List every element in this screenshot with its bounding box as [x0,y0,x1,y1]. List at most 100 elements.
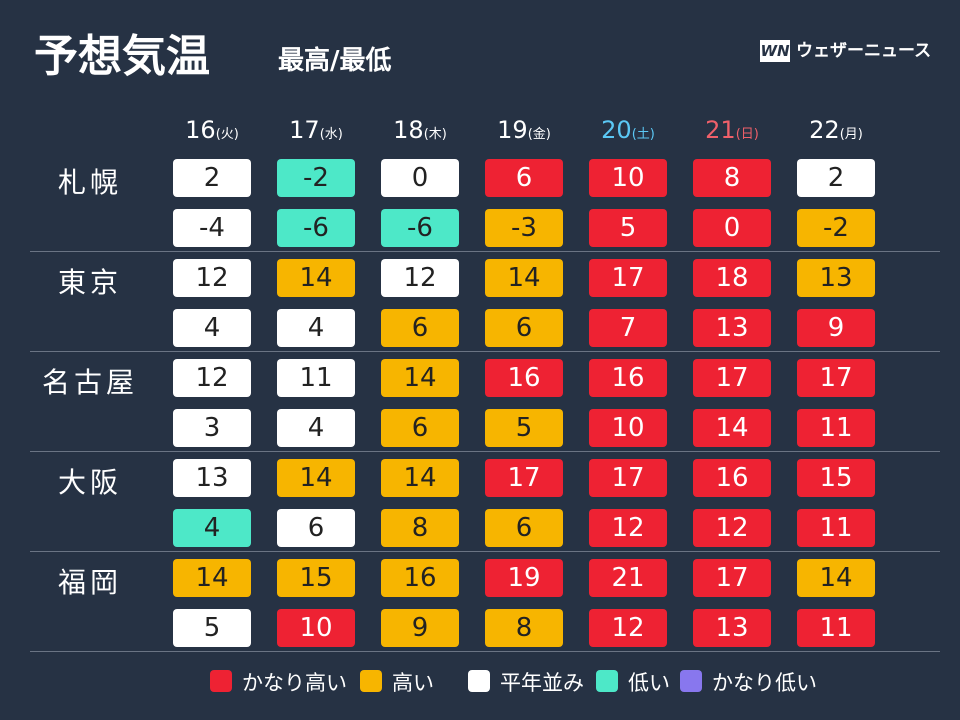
day-header: 22(月) [786,116,886,144]
day-date: 21 [705,116,736,144]
temperature-cell: 14 [277,259,355,297]
day-weekday: (水) [319,127,343,142]
city-name: 札幌 [57,166,122,199]
temperature-cell: 17 [693,559,771,597]
temperature-cell: 11 [797,509,875,547]
temperature-cell: 6 [485,159,563,197]
day-date: 18 [393,116,424,144]
day-date: 22 [809,116,840,144]
temperature-cell: -6 [277,209,355,247]
legend-swatch [360,670,382,692]
day-header: 20(土) [578,116,678,144]
temperature-cell: 14 [277,459,355,497]
temperature-cell: 12 [173,359,251,397]
day-weekday: (日) [735,127,759,142]
temperature-cell: 17 [485,459,563,497]
logo-text: ウェザーニュース [796,41,932,61]
temperature-cell: 21 [589,559,667,597]
temperature-cell: 17 [797,359,875,397]
day-date: 17 [289,116,320,144]
temperature-cell: 3 [173,409,251,447]
temperature-cell: 6 [381,309,459,347]
temperature-cell: 12 [173,259,251,297]
temperature-cell: 6 [381,409,459,447]
day-weekday: (月) [839,127,863,142]
legend-label: 平年並み [500,671,584,695]
temperature-cell: 7 [589,309,667,347]
temperature-cell: 11 [277,359,355,397]
temperature-cell: 16 [485,359,563,397]
temperature-cell: 14 [485,259,563,297]
row-separator [30,351,940,352]
city-name: 東京 [57,266,122,299]
temperature-cell: 9 [797,309,875,347]
row-separator [30,451,940,452]
temperature-cell: 8 [381,509,459,547]
legend-label: 高い [392,671,434,695]
legend-swatch [210,670,232,692]
temperature-cell: 15 [277,559,355,597]
temperature-cell: 9 [381,609,459,647]
temperature-cell: -6 [381,209,459,247]
temperature-cell: 2 [173,159,251,197]
temperature-cell: 18 [693,259,771,297]
day-header: 17(水) [266,116,366,144]
logo-mark: WN [760,40,790,62]
temperature-cell: 16 [381,559,459,597]
row-separator [30,251,940,252]
temperature-cell: 12 [381,259,459,297]
day-date: 16 [185,116,216,144]
legend-label: かなり高い [242,671,347,695]
temperature-cell: 16 [693,459,771,497]
day-header: 18(木) [370,116,470,144]
subtitle: 最高/最低 [278,46,392,76]
day-weekday: (土) [631,127,655,142]
temperature-cell: 14 [173,559,251,597]
row-separator [30,551,940,552]
temperature-cell: 14 [693,409,771,447]
temperature-cell: 5 [589,209,667,247]
row-separator [30,651,940,652]
temperature-cell: 15 [797,459,875,497]
day-date: 20 [601,116,632,144]
day-header: 19(金) [474,116,574,144]
temperature-cell: 0 [693,209,771,247]
temperature-cell: -2 [277,159,355,197]
temperature-cell: 12 [589,609,667,647]
day-header: 21(日) [682,116,782,144]
temperature-cell: 6 [485,509,563,547]
temperature-cell: 6 [277,509,355,547]
temperature-cell: 5 [485,409,563,447]
temperature-cell: 8 [485,609,563,647]
temperature-cell: 6 [485,309,563,347]
temperature-cell: -3 [485,209,563,247]
temperature-cell: -2 [797,209,875,247]
temperature-cell: 4 [173,309,251,347]
temperature-cell: 4 [277,409,355,447]
temperature-cell: 5 [173,609,251,647]
temperature-cell: 0 [381,159,459,197]
temperature-cell: 14 [381,359,459,397]
temperature-cell: 13 [693,309,771,347]
temperature-cell: 13 [173,459,251,497]
temperature-cell: 16 [589,359,667,397]
city-name: 大阪 [57,466,122,499]
temperature-cell: 12 [693,509,771,547]
temperature-cell: 17 [589,459,667,497]
temperature-cell: 10 [589,159,667,197]
day-weekday: (火) [215,127,239,142]
temperature-cell: 8 [693,159,771,197]
temperature-cell: 14 [797,559,875,597]
temperature-cell: 17 [693,359,771,397]
temperature-cell: 17 [589,259,667,297]
day-weekday: (金) [527,127,551,142]
legend-label: 低い [628,671,670,695]
temperature-cell: 13 [797,259,875,297]
day-date: 19 [497,116,528,144]
legend-swatch [596,670,618,692]
temperature-cell: 11 [797,609,875,647]
temperature-cell: 4 [277,309,355,347]
temperature-cell: 13 [693,609,771,647]
temperature-cell: 12 [589,509,667,547]
